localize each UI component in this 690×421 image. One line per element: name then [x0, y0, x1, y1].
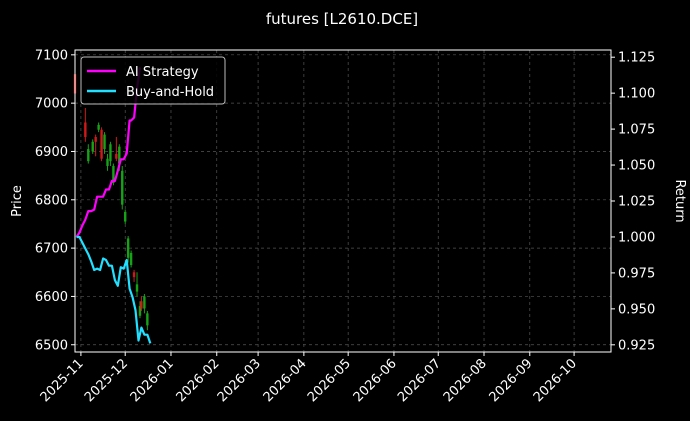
candle-body	[109, 144, 112, 162]
candle-body	[115, 153, 118, 159]
candle-body	[103, 134, 106, 150]
right-y-tick-label: 0.950	[618, 302, 655, 317]
candle-body	[143, 296, 146, 309]
series-line-ai-strategy	[75, 67, 142, 238]
candle-body	[135, 284, 139, 292]
series-line-buy-and-hold	[76, 235, 152, 344]
candle-body	[106, 158, 109, 166]
legend-box	[80, 56, 226, 105]
right-y-axis-label: Return	[672, 179, 687, 222]
right-y-tick-label: 1.050	[618, 159, 655, 174]
candle-body	[140, 301, 143, 309]
candle-body	[129, 252, 133, 266]
left-y-tick-label: 6500	[35, 338, 68, 353]
candle-body	[138, 306, 142, 316]
candle-body	[97, 124, 100, 130]
left-y-tick-label: 7000	[35, 97, 68, 112]
candle-body	[100, 129, 103, 159]
legend: AI Strategy Buy-and-Hold	[80, 56, 226, 105]
candle-body	[84, 122, 87, 137]
candle-body	[112, 165, 115, 183]
candle-body	[132, 272, 136, 278]
candle-body	[124, 211, 127, 222]
candle-body	[94, 136, 97, 142]
legend-label-buy-and-hold: Buy-and-Hold	[126, 85, 214, 100]
left-y-tick-label: 6700	[35, 242, 68, 257]
left-y-tick-label: 6800	[35, 193, 68, 208]
candle-body	[126, 238, 130, 258]
right-y-tick-label: 0.975	[618, 266, 655, 281]
candle-body	[146, 313, 149, 326]
right-y-tick-label: 0.925	[618, 338, 655, 353]
right-y-tick-label: 1.125	[618, 51, 655, 66]
chart-title: futures [L2610.DCE]	[266, 10, 418, 28]
candle-body	[118, 146, 121, 164]
line-layer	[75, 67, 152, 344]
candle-body	[121, 170, 124, 205]
left-y-axis-label: Price	[10, 185, 25, 217]
candle-body	[91, 141, 94, 152]
right-y-tick-label: 1.000	[618, 230, 655, 245]
legend-label-ai-strategy: AI Strategy	[126, 65, 199, 80]
right-y-tick-label: 1.075	[618, 123, 655, 138]
right-y-tick-label: 1.025	[618, 195, 655, 210]
candle-body	[87, 149, 90, 162]
left-y-tick-label: 7100	[35, 48, 68, 63]
left-y-tick-label: 6600	[35, 290, 68, 305]
right-y-tick-label: 1.100	[618, 87, 655, 102]
left-y-tick-label: 6900	[35, 145, 68, 160]
